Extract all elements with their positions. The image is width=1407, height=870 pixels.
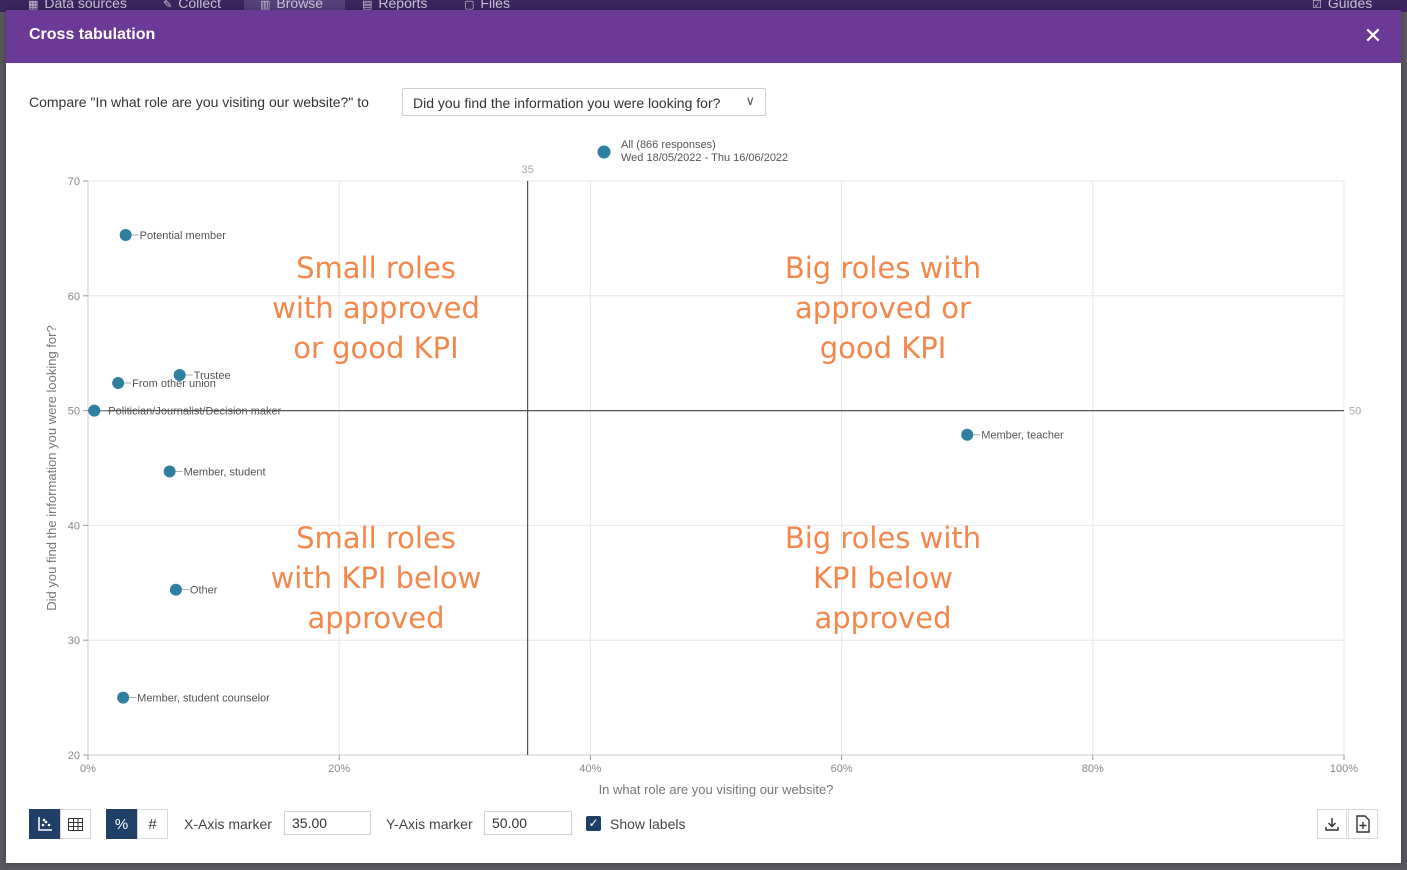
guides-icon: ☑: [1312, 0, 1322, 11]
quadrant-annotation: Small roles: [296, 521, 456, 555]
count-button[interactable]: #: [137, 809, 168, 839]
y-axis-marker-label: Y-Axis marker: [386, 816, 473, 832]
data-point-label: Member, student: [184, 466, 266, 478]
quadrant-annotation: Big roles with: [785, 521, 981, 555]
data-point: [169, 583, 182, 596]
data-point: [88, 404, 101, 417]
quadrant-annotation: KPI below: [813, 561, 953, 595]
x-tick-label: 100%: [1330, 763, 1358, 775]
hash-icon: #: [148, 815, 157, 833]
nav-files[interactable]: ▢ Files: [464, 0, 510, 11]
folder-icon: ▢: [464, 0, 475, 11]
x-marker-label: 35: [521, 164, 533, 176]
dialog-title: Cross tabulation: [29, 26, 156, 43]
data-point: [117, 691, 130, 704]
y-tick-label: 40: [68, 520, 80, 532]
quadrant-annotation: with KPI below: [271, 561, 482, 595]
quadrant-annotation: with approved: [272, 291, 480, 325]
quadrant-annotation: or good KPI: [293, 331, 458, 365]
close-icon[interactable]: ✕: [1363, 23, 1383, 48]
x-tick-label: 0%: [80, 763, 96, 775]
download-icon: [1325, 818, 1339, 831]
table-view-button[interactable]: [60, 809, 91, 839]
legend-date-range: Wed 18/05/2022 - Thu 16/06/2022: [621, 152, 788, 164]
data-sources-icon: ▦: [28, 0, 39, 11]
x-tick-label: 20%: [328, 763, 350, 775]
table-icon: [68, 817, 83, 831]
data-point: [173, 369, 186, 382]
quadrant-annotation: Small roles: [296, 251, 456, 285]
show-labels-checkbox[interactable]: ✓: [586, 816, 601, 831]
show-labels-label[interactable]: Show labels: [610, 816, 686, 832]
nav-browse[interactable]: ▥ Browse: [260, 0, 324, 11]
y-axis-marker-input[interactable]: [484, 811, 572, 835]
quadrant-annotation: approved: [814, 601, 951, 635]
y-tick-label: 30: [68, 635, 80, 647]
nav-guides[interactable]: ☑ Guides: [1312, 0, 1373, 11]
legend-label: All (866 responses): [621, 139, 716, 151]
scatter-view-button[interactable]: [29, 809, 60, 839]
compare-select-value: Did you find the information you were lo…: [413, 95, 721, 111]
chart-icon: ▥: [260, 0, 271, 11]
x-axis-marker-label: X-Axis marker: [184, 816, 272, 832]
y-tick-label: 20: [68, 750, 80, 762]
data-point-label: Politician/Journalist/Decision maker: [108, 406, 281, 418]
reports-icon: ▤: [362, 0, 373, 11]
edit-icon: ✎: [163, 0, 173, 11]
y-tick-label: 50: [68, 406, 80, 418]
y-tick-label: 70: [68, 176, 80, 188]
x-tick-label: 40%: [579, 763, 601, 775]
nav-reports[interactable]: ▤ Reports: [362, 0, 428, 11]
checkmark-icon: ✓: [588, 816, 599, 830]
dialog-header: Cross tabulation ✕: [6, 10, 1401, 63]
quadrant-annotation: approved or: [795, 291, 971, 325]
quadrant-annotation: Big roles with: [785, 251, 981, 285]
download-button[interactable]: [1317, 809, 1347, 839]
data-point-label: Other: [190, 585, 218, 597]
data-point: [112, 377, 125, 390]
scatter-icon: [37, 817, 52, 831]
x-tick-label: 60%: [831, 763, 853, 775]
data-point: [119, 228, 132, 241]
nav-active-highlight: [244, 0, 345, 12]
y-marker-label: 50: [1349, 406, 1361, 418]
scatter-chart: 20 30 40 50 60 70 0% 20% 40% 60% 80% 100% In what ro…: [44, 139, 1361, 797]
x-axis-marker-input[interactable]: [284, 811, 371, 835]
background-nav: ▦ Data sources ✎ Collect ▥ Browse ▤ Reports …: [0, 0, 1407, 12]
chevron-down-icon: ∨: [745, 93, 755, 108]
quadrant-annotation: approved: [307, 601, 444, 635]
quadrant-annotation: good KPI: [820, 331, 947, 365]
x-tick-label: 80%: [1082, 763, 1104, 775]
nav-collect[interactable]: ✎ Collect: [163, 0, 222, 11]
legend-marker: [597, 145, 611, 159]
data-point-label: Potential member: [140, 230, 227, 242]
nav-data-sources[interactable]: ▦ Data sources: [28, 0, 127, 11]
data-point-label: Member, teacher: [981, 430, 1064, 442]
cross-tabulation-dialog: Cross tabulation ✕ Compare "In what role…: [6, 10, 1401, 863]
export-file-button[interactable]: [1348, 809, 1378, 839]
data-point: [163, 465, 176, 478]
compare-question-select[interactable]: Did you find the information you were lo…: [402, 88, 766, 116]
data-point-label: Member, student counselor: [137, 693, 270, 705]
x-axis-label: In what role are you visiting our websit…: [599, 782, 834, 797]
percent-button[interactable]: %: [106, 809, 137, 839]
percent-icon: %: [114, 815, 129, 833]
data-point: [961, 428, 974, 441]
data-point-label: From other union: [132, 378, 216, 390]
y-tick-label: 60: [68, 291, 80, 303]
data-point-label: Trustee: [194, 370, 231, 382]
add-file-icon: [1356, 815, 1370, 833]
compare-label: Compare "In what role are you visiting o…: [29, 94, 369, 110]
y-axis-label: Did you find the information you were lo…: [44, 325, 59, 610]
